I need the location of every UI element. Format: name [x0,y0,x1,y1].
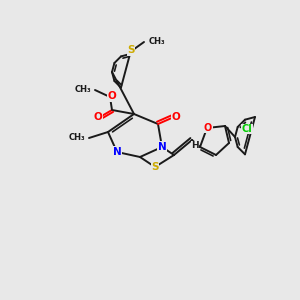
Text: O: O [94,112,102,122]
Text: O: O [172,112,180,122]
Text: S: S [151,162,159,172]
Text: O: O [204,123,212,133]
Text: CH₃: CH₃ [149,37,166,46]
Text: CH₃: CH₃ [68,134,85,142]
Text: Cl: Cl [241,124,252,134]
Text: N: N [112,147,122,157]
Text: S: S [127,45,135,55]
Text: N: N [158,142,166,152]
Text: O: O [108,91,116,101]
Text: CH₃: CH₃ [74,85,91,94]
Text: H: H [191,142,199,151]
